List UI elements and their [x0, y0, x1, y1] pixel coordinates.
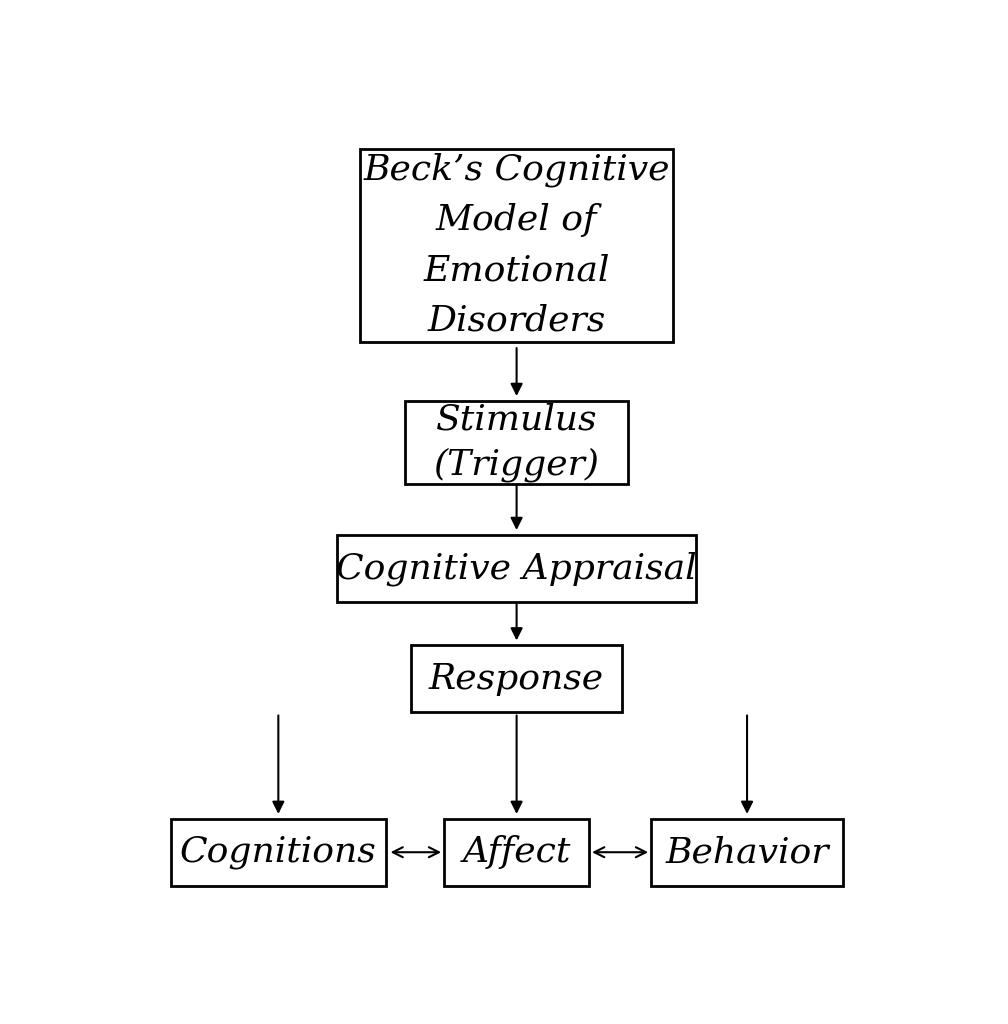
- FancyBboxPatch shape: [445, 819, 589, 886]
- FancyBboxPatch shape: [405, 400, 628, 483]
- Text: Beck’s Cognitive
Model of
Emotional
Disorders: Beck’s Cognitive Model of Emotional Diso…: [363, 153, 670, 338]
- Text: Behavior: Behavior: [665, 836, 829, 869]
- Text: Stimulus
(Trigger): Stimulus (Trigger): [433, 402, 600, 482]
- FancyBboxPatch shape: [337, 535, 697, 602]
- FancyBboxPatch shape: [361, 148, 673, 342]
- Text: Response: Response: [429, 662, 604, 695]
- FancyBboxPatch shape: [651, 819, 843, 886]
- FancyBboxPatch shape: [411, 645, 622, 713]
- FancyBboxPatch shape: [171, 819, 386, 886]
- Text: Cognitions: Cognitions: [180, 836, 377, 869]
- Text: Affect: Affect: [463, 836, 571, 869]
- Text: Cognitive Appraisal: Cognitive Appraisal: [337, 551, 697, 586]
